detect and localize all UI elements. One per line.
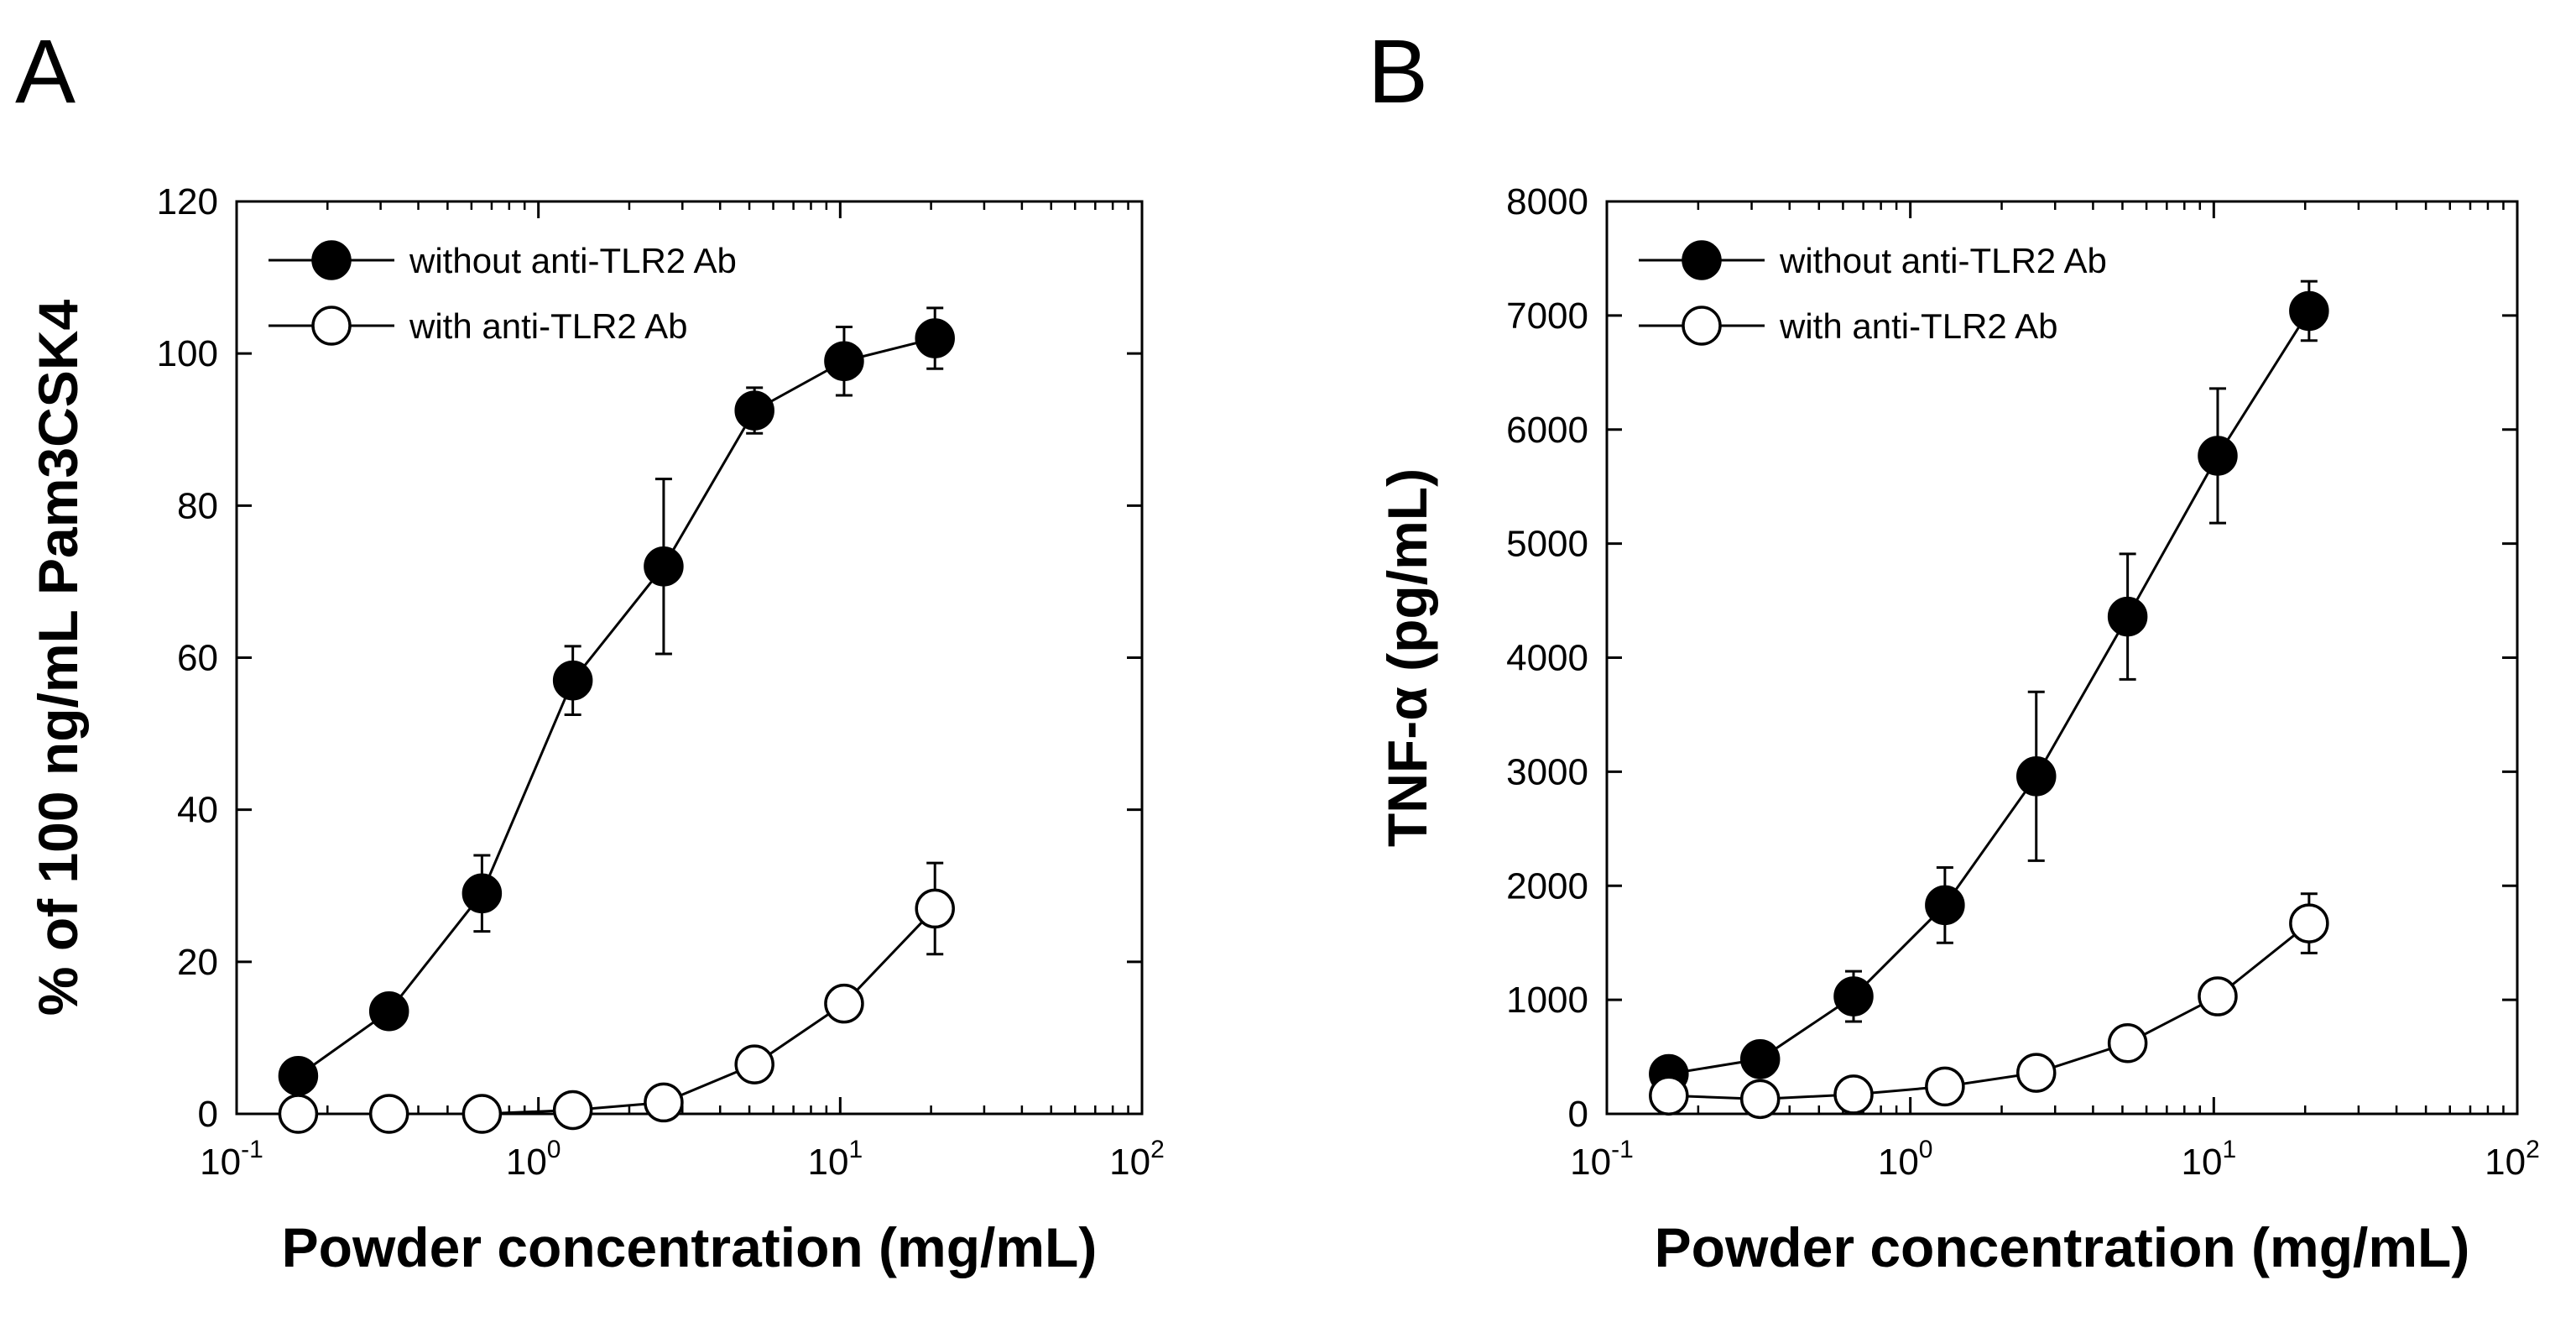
- data-point: [915, 318, 955, 358]
- x-tick-base: 10: [506, 1142, 547, 1183]
- series-with-antibody: [278, 861, 955, 1134]
- y-tick-label: 3000: [1506, 751, 1588, 792]
- data-point: [2107, 596, 2148, 637]
- x-tick-exponent: -1: [1611, 1136, 1634, 1163]
- legend-marker-open: [311, 306, 352, 346]
- legend-label: without anti-TLR2 Ab: [1779, 241, 2107, 280]
- data-point: [461, 873, 503, 914]
- plot-frame: [1605, 200, 2519, 1116]
- x-tick-exponent: 1: [848, 1136, 863, 1163]
- data-point: [1925, 885, 1965, 926]
- legend-label: with anti-TLR2 Ab: [409, 306, 688, 346]
- legend: without anti-TLR2 Ab with anti-TLR2 Ab: [1639, 240, 2107, 346]
- legend-marker-filled: [311, 240, 352, 280]
- legend: without anti-TLR2 Ab with anti-TLR2 Ab: [269, 240, 737, 346]
- data-point: [2198, 436, 2238, 476]
- x-axis-title: Powder concentration (mg/mL): [282, 1216, 1098, 1278]
- y-tick-label: 100: [157, 333, 218, 374]
- y-tick-label: 7000: [1506, 295, 1588, 337]
- y-tick-label: 6000: [1506, 410, 1588, 451]
- x-tick-label: 100: [1878, 1136, 1933, 1183]
- y-tick-label: 0: [198, 1094, 218, 1135]
- data-point: [2198, 976, 2238, 1016]
- data-point: [2289, 290, 2329, 332]
- data-point: [2289, 903, 2329, 943]
- x-axis-title: Powder concentration (mg/mL): [1655, 1216, 2470, 1278]
- data-point: [734, 1044, 774, 1084]
- data-point: [644, 1082, 684, 1123]
- y-axis-title: % of 100 ng/mL Pam3CSK4: [27, 300, 89, 1016]
- x-tick-label: 100: [506, 1136, 561, 1183]
- data-point: [1833, 976, 1874, 1016]
- data-point: [2107, 1023, 2148, 1064]
- y-tick-label: 80: [177, 485, 218, 526]
- series-with-antibody: [1649, 892, 2329, 1120]
- y-tick-label: 120: [157, 181, 218, 222]
- x-tick-base: 10: [200, 1142, 241, 1183]
- data-point: [2015, 1053, 2057, 1093]
- x-tick-label: 101: [2182, 1136, 2237, 1183]
- x-tick-base: 10: [2485, 1142, 2526, 1183]
- y-tick-label: 4000: [1506, 638, 1588, 679]
- data-point: [1925, 1066, 1965, 1107]
- data-point: [552, 660, 593, 701]
- y-tick-label: 5000: [1506, 524, 1588, 565]
- x-tick-exponent: 1: [2222, 1136, 2236, 1163]
- x-tick-label: 10-1: [1570, 1136, 1634, 1183]
- data-point: [644, 546, 684, 587]
- legend-marker-open: [1682, 306, 1722, 346]
- y-tick-label: 1000: [1506, 980, 1588, 1021]
- data-point: [2015, 756, 2057, 797]
- data-point: [734, 390, 774, 431]
- y-tick-label: 8000: [1506, 181, 1588, 222]
- y-tick-label: 60: [177, 638, 218, 679]
- y-tick-label: 0: [1568, 1094, 1588, 1135]
- data-point: [552, 1090, 593, 1131]
- x-tick-exponent: 2: [2526, 1136, 2540, 1163]
- legend-label: without anti-TLR2 Ab: [409, 241, 737, 280]
- data-point: [1833, 1074, 1874, 1115]
- x-tick-label: 102: [2485, 1136, 2540, 1183]
- x-tick-label: 10-1: [200, 1136, 263, 1183]
- y-tick-label: 40: [177, 790, 218, 831]
- data-point: [1649, 1075, 1689, 1116]
- series-line: [297, 337, 936, 1077]
- data-point: [1739, 1039, 1781, 1079]
- x-tick-exponent: 0: [1919, 1136, 1933, 1163]
- x-tick-base: 10: [1109, 1142, 1150, 1183]
- x-tick-base: 10: [1570, 1142, 1611, 1183]
- panel-letter: A: [15, 20, 76, 122]
- legend-label: with anti-TLR2 Ab: [1779, 306, 2058, 346]
- x-tick-base: 10: [1878, 1142, 1919, 1183]
- data-point: [278, 1055, 319, 1096]
- panel-letter: B: [1368, 20, 1428, 122]
- data-point: [824, 983, 864, 1024]
- x-tick-base: 10: [808, 1142, 849, 1183]
- data-point: [368, 990, 409, 1032]
- x-tick-label: 101: [808, 1136, 863, 1183]
- data-point: [824, 341, 864, 381]
- data-point: [368, 1094, 409, 1134]
- series-without-antibody: [1649, 280, 2329, 1095]
- x-tick-exponent: 0: [547, 1136, 561, 1163]
- series-line: [1668, 310, 2311, 1075]
- x-tick-base: 10: [2182, 1142, 2223, 1183]
- plot-frame: [235, 200, 1144, 1116]
- series-without-antibody: [278, 306, 955, 1096]
- x-tick-exponent: 2: [1150, 1136, 1165, 1163]
- data-point: [1739, 1079, 1781, 1120]
- y-tick-label: 20: [177, 942, 218, 983]
- y-axis-title: TNF-α (pg/mL): [1376, 468, 1438, 847]
- y-tick-label: 2000: [1506, 865, 1588, 907]
- data-point: [278, 1094, 319, 1134]
- x-tick-label: 102: [1109, 1136, 1165, 1183]
- data-point: [915, 888, 955, 929]
- x-tick-exponent: -1: [241, 1136, 263, 1163]
- legend-marker-filled: [1682, 240, 1722, 280]
- data-point: [461, 1094, 503, 1134]
